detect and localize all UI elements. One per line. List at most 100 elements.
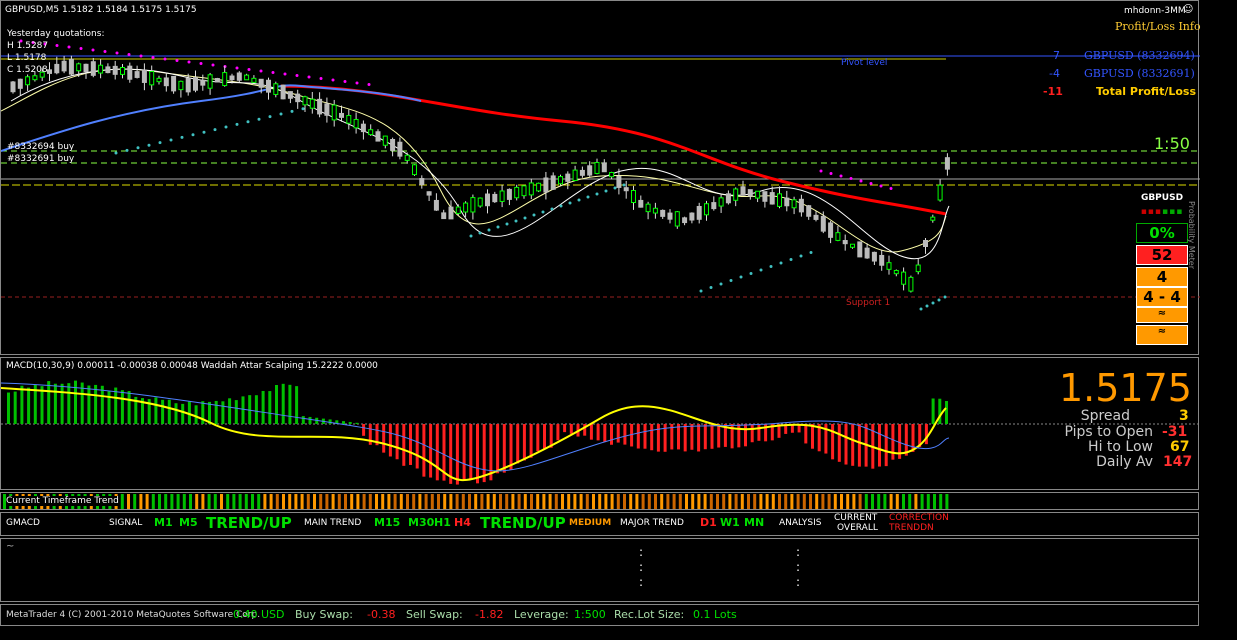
macd-histogram-bar <box>295 386 299 424</box>
macd-histogram-bar <box>241 396 245 424</box>
gmacd-label: GMACD <box>6 518 40 528</box>
analysis-label: ANALYSIS <box>779 518 822 528</box>
order-label-1[interactable]: #8332694 buy <box>7 142 75 152</box>
sar-dot-magenta <box>175 59 179 62</box>
trend-strip-bar <box>567 494 571 509</box>
trend-strip-bar <box>288 494 292 509</box>
trend-strip-bar <box>139 494 143 509</box>
candle-body <box>214 78 220 83</box>
signal-m1: M1 <box>154 516 173 529</box>
macd-histogram-bar <box>616 424 620 443</box>
sar-dot-cyan <box>943 295 947 299</box>
sar-dot-cyan <box>158 141 162 145</box>
sar-dot-cyan <box>268 115 272 119</box>
trend-dn-label: TRENDDN <box>889 523 934 533</box>
macd-histogram-bar <box>362 424 366 436</box>
order-label-2[interactable]: #8332691 buy <box>7 154 75 164</box>
sar-dot-cyan <box>919 307 923 311</box>
sar-dot-cyan <box>550 207 554 211</box>
candle-body <box>149 71 155 86</box>
candle-body <box>39 71 45 78</box>
macd-histogram-bar <box>335 420 339 424</box>
trend-strip-bar <box>511 494 515 509</box>
sar-dot-magenta <box>31 41 35 44</box>
sar-dot-magenta <box>829 172 833 175</box>
trend-strip-bar <box>133 494 137 509</box>
colon-separator: : <box>639 545 644 559</box>
candle-body <box>609 172 615 178</box>
trend-strip-bar <box>889 494 893 509</box>
trend-strip-bar <box>784 494 788 509</box>
trend-strip-bar <box>325 494 329 509</box>
macd-histogram-bar <box>134 396 138 424</box>
candle-body <box>207 74 213 89</box>
sar-dot-cyan <box>799 254 803 258</box>
prob-meter-side-label: Probability Meter <box>1187 201 1196 270</box>
trend-strip-bar <box>480 494 484 509</box>
sar-dot-magenta <box>139 54 143 58</box>
sar-dot-cyan <box>301 107 305 111</box>
macd-histogram-bar <box>603 424 607 443</box>
candle-body <box>25 76 31 86</box>
sar-dot-cyan <box>759 268 763 272</box>
trend-strip-bar <box>530 494 533 509</box>
macd-histogram-bar <box>141 398 144 424</box>
candle-body <box>579 169 585 176</box>
sar-dot-magenta <box>67 45 71 49</box>
trend-strip-bar <box>294 494 298 509</box>
macd-panel[interactable]: MACD(10,30,9) 0.00011 -0.00038 0.00048 W… <box>0 357 1200 490</box>
candle-body <box>90 61 96 76</box>
candle-body <box>470 197 476 213</box>
trend-strip-bar <box>722 494 726 509</box>
trend-strip-bar <box>716 494 719 509</box>
macd-histogram-bar <box>27 387 31 424</box>
sar-dot-cyan <box>191 133 195 137</box>
trend-strip-bar <box>492 494 496 509</box>
trend-strip-bar <box>635 494 639 509</box>
sell-swap-value: -1.82 <box>475 608 504 621</box>
candle-body <box>17 78 23 89</box>
major-trend-label: MAJOR TREND <box>620 518 684 528</box>
macd-histogram-bar <box>851 424 855 466</box>
candle-body <box>864 247 870 259</box>
macd-histogram-bar <box>784 424 788 434</box>
sar-dot-cyan <box>809 251 813 254</box>
candle-body <box>908 276 914 292</box>
macd-histogram-bar <box>911 424 915 452</box>
candle-body <box>273 83 279 95</box>
candle-body <box>733 188 739 201</box>
candle-body <box>886 262 892 270</box>
candle-body <box>514 186 520 199</box>
sar-dot-cyan <box>505 222 509 226</box>
trend-strip-panel[interactable]: Current Timeframe Trend <box>0 492 1199 510</box>
trend-strip-bar <box>908 494 912 509</box>
daily-avg-label: Daily Av <box>1096 454 1153 470</box>
hi-to-low-value: 67 <box>1170 439 1190 455</box>
macd-histogram-bar <box>589 424 593 440</box>
trend-strip-bar <box>920 494 924 509</box>
signal-trend: TREND/UP <box>206 514 292 532</box>
candle-body <box>572 169 578 181</box>
macd-histogram-bar <box>20 385 24 424</box>
sar-dot-magenta <box>879 184 883 188</box>
candle-body <box>463 202 469 213</box>
sar-dot-cyan <box>496 225 500 229</box>
gmacd-panel[interactable]: GMACD SIGNAL M1 M5 TREND/UP MAIN TREND M… <box>0 512 1199 536</box>
sar-dot-cyan <box>749 272 753 275</box>
macd-histogram-bar <box>683 424 687 452</box>
sar-dot-magenta <box>869 182 873 185</box>
macd-histogram-bar <box>254 395 258 424</box>
trend-strip-bar <box>499 494 502 509</box>
price-axis[interactable] <box>1199 0 1237 640</box>
candle-body <box>287 91 293 99</box>
prob-meter-value-1: 52 <box>1136 245 1188 265</box>
macd-histogram-bar <box>516 424 520 464</box>
macd-signal-line <box>1 387 947 482</box>
sar-dot-cyan <box>257 117 261 121</box>
sar-dot-cyan <box>709 286 713 289</box>
macd-histogram-bar <box>643 424 647 449</box>
colon-separator: : <box>796 575 801 589</box>
price-chart[interactable]: GBPUSD,M5 1.5182 1.5184 1.5175 1.5175 Ye… <box>0 0 1201 355</box>
trend-strip-bar <box>666 494 670 509</box>
trend-strip-bar <box>604 494 608 509</box>
